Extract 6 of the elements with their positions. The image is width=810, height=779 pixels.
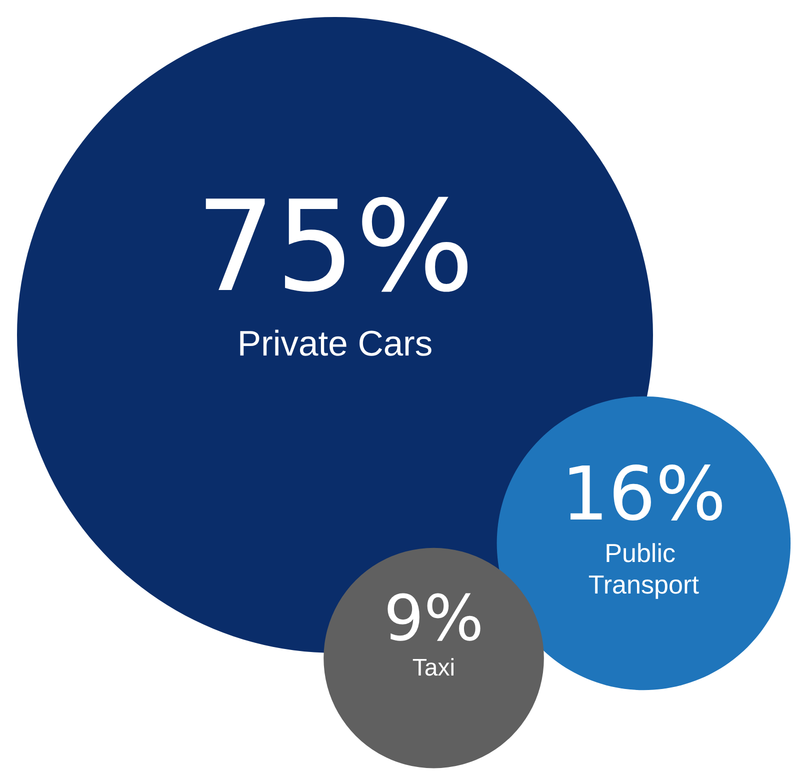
data-label: 9% [384,580,484,655]
data-label: 16% [561,451,726,538]
category-label: Public Transport [588,538,700,600]
category-label: Private Cars [237,324,433,364]
category-label: Taxi [412,654,456,682]
data-label: 75% [196,174,474,320]
